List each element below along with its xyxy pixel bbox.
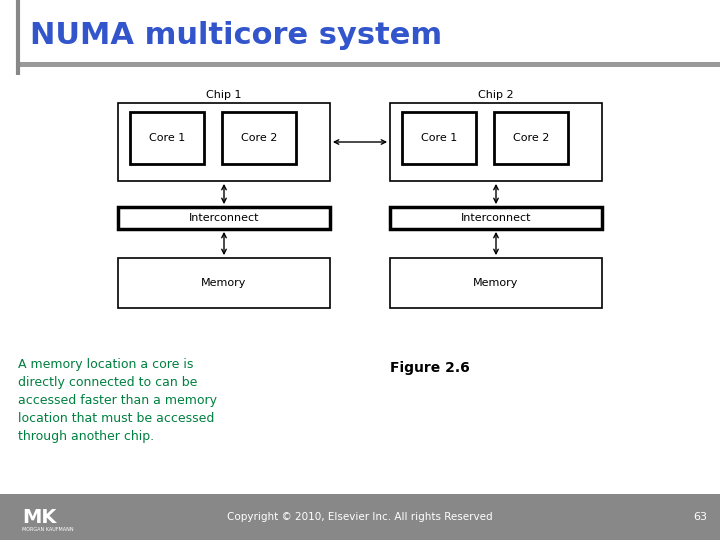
- Bar: [130, 112, 204, 164]
- Text: Core 1: Core 1: [149, 133, 185, 143]
- Text: Chip 2: Chip 2: [478, 90, 514, 100]
- Text: 63: 63: [693, 512, 707, 522]
- Text: Core 1: Core 1: [421, 133, 457, 143]
- Text: Core 2: Core 2: [240, 133, 277, 143]
- Bar: [118, 207, 330, 229]
- Bar: [402, 112, 476, 164]
- Text: Interconnect: Interconnect: [461, 213, 531, 223]
- Text: MK: MK: [22, 508, 56, 527]
- Bar: [118, 103, 330, 181]
- Text: Interconnect: Interconnect: [189, 213, 259, 223]
- Bar: [390, 103, 602, 181]
- Bar: [18, 62, 720, 67]
- Text: Copyright © 2010, Elsevier Inc. All rights Reserved: Copyright © 2010, Elsevier Inc. All righ…: [228, 512, 492, 522]
- Text: Core 2: Core 2: [513, 133, 549, 143]
- Bar: [390, 258, 602, 308]
- Bar: [494, 112, 568, 164]
- Bar: [222, 112, 296, 164]
- Bar: [118, 258, 330, 308]
- Text: Memory: Memory: [202, 278, 247, 288]
- Text: Figure 2.6: Figure 2.6: [390, 361, 470, 375]
- Text: NUMA multicore system: NUMA multicore system: [30, 21, 442, 50]
- Text: Memory: Memory: [473, 278, 518, 288]
- Text: Chip 1: Chip 1: [206, 90, 242, 100]
- Bar: [390, 207, 602, 229]
- Text: A memory location a core is
directly connected to can be
accessed faster than a : A memory location a core is directly con…: [18, 358, 217, 443]
- Text: MORGAN KAUFMANN: MORGAN KAUFMANN: [22, 527, 73, 532]
- Bar: [0, 494, 720, 540]
